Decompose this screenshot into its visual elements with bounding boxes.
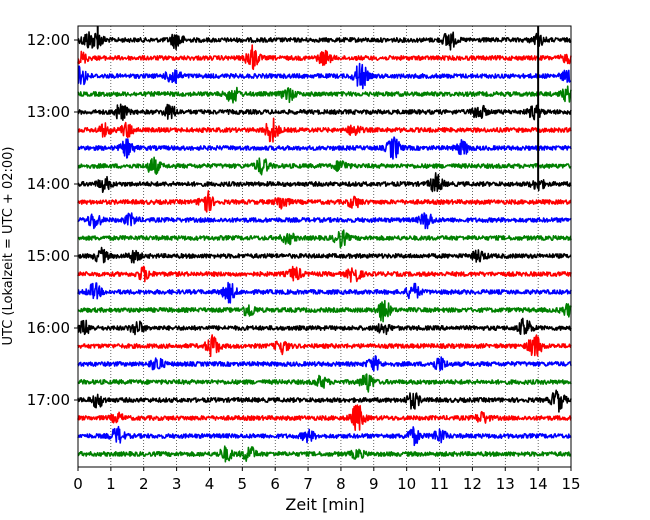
trace-1400 [77,172,572,193]
trace-1445 [77,229,572,249]
y-tick-label: 13:00 [27,103,70,121]
x-tick-label: 0 [73,475,83,493]
trace-1715 [77,404,572,431]
y-tick-label: 14:00 [27,175,70,193]
trace-1745 [77,445,572,463]
trace-1300 [77,103,572,121]
x-tick-label: 9 [369,475,379,493]
y-tick-label: 15:00 [27,247,70,265]
x-tick-label: 15 [561,475,580,493]
trace-1730 [77,425,572,447]
trace-1345 [77,156,572,176]
x-tick-label: 11 [430,475,449,493]
y-axis-label: UTC (Lokalzeit = UTC + 02:00) [1,147,16,346]
traces [77,26,572,463]
x-tick-label: 5 [238,475,248,493]
y-tick-label: 12:00 [27,31,70,49]
trace-1315 [77,117,572,143]
trace-1330 [77,136,572,160]
x-tick-label: 10 [397,475,416,493]
trace-1530 [77,281,572,304]
trace-1200 [77,31,572,51]
trace-1630 [77,355,572,372]
trace-1645 [77,373,572,393]
x-tick-label: 3 [172,475,182,493]
y-tick-label: 17:00 [27,391,70,409]
x-tick-label: 13 [496,475,515,493]
trace-1615 [77,334,572,358]
trace-1700 [77,389,572,413]
x-tick-label: 12 [463,475,482,493]
x-tick-label: 14 [529,475,548,493]
x-tick-label: 2 [139,475,149,493]
x-tick-label: 8 [336,475,346,493]
trace-1245 [77,85,572,104]
trace-1600 [77,317,572,336]
plot-frame [77,25,572,468]
y-ticks: 12:00 13:00 14:00 15:00 16:00 17:00 [27,31,78,409]
x-axis-label: Zeit [min] [285,495,364,514]
trace-1515 [77,265,572,283]
trace-1545 [77,299,572,323]
trace-1215 [77,44,572,71]
x-tick-label: 6 [270,475,280,493]
x-ticks: 0 1 2 3 4 5 6 7 8 9 10 11 12 13 14 15 [73,467,581,493]
x-tick-label: 1 [106,475,116,493]
x-tick-label: 4 [205,475,215,493]
trace-1415 [77,190,572,213]
trace-1230 [77,62,572,90]
trace-1500 [77,246,572,264]
y-tick-label: 16:00 [27,319,70,337]
trace-1430 [77,212,572,230]
x-tick-label: 7 [303,475,313,493]
